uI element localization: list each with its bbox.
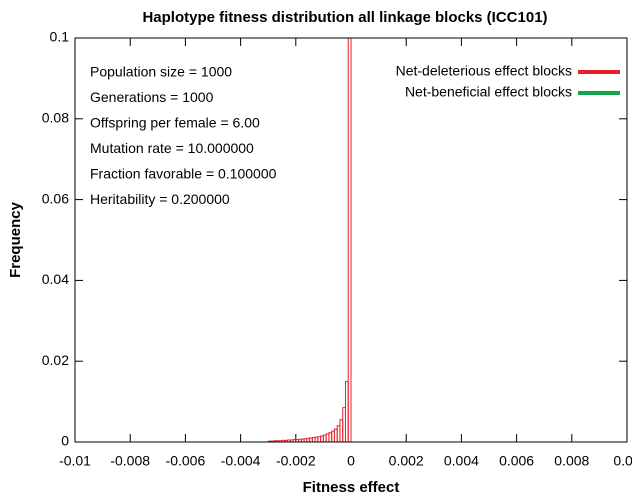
x-axis-title: Fitness effect [303,479,400,496]
x-tick-label: 0.006 [499,453,534,469]
annotation: Heritability = 0.200000 [90,191,230,207]
x-tick-label: 0 [347,453,355,469]
annotation: Fraction favorable = 0.100000 [90,166,277,182]
y-axis-title: Frequency [7,201,24,278]
plot-frame [74,37,628,443]
y-tick-label: 0.06 [42,190,69,206]
legend-label: Net-deleterious effect blocks [396,63,572,79]
y-tick-label: 0 [61,433,69,449]
x-tick-label: -0.002 [276,453,316,469]
x-tick-label: -0.01 [59,453,91,469]
chart-title: Haplotype fitness distribution all linka… [142,9,547,26]
annotation: Population size = 1000 [90,64,232,80]
x-tick-label: 0.008 [554,453,589,469]
y-tick-label: 0.02 [42,352,69,368]
x-tick-label: -0.006 [166,453,206,469]
legend-label: Net-beneficial effect blocks [405,84,572,100]
y-tick-label: 0.1 [50,29,70,45]
annotation: Mutation rate = 10.000000 [90,140,254,156]
annotation: Offspring per female = 6.00 [90,115,260,131]
y-tick-label: 0.08 [42,110,69,126]
x-tick-label: 0.004 [444,453,479,469]
y-tick-label: 0.04 [42,271,69,287]
x-tick-label: -0.008 [110,453,150,469]
x-tick-label: 0.002 [389,453,424,469]
annotation: Generations = 1000 [90,89,214,105]
x-tick-label: -0.004 [221,453,261,469]
histogram-bar [347,37,352,443]
x-tick-label: 0.01 [613,453,632,469]
